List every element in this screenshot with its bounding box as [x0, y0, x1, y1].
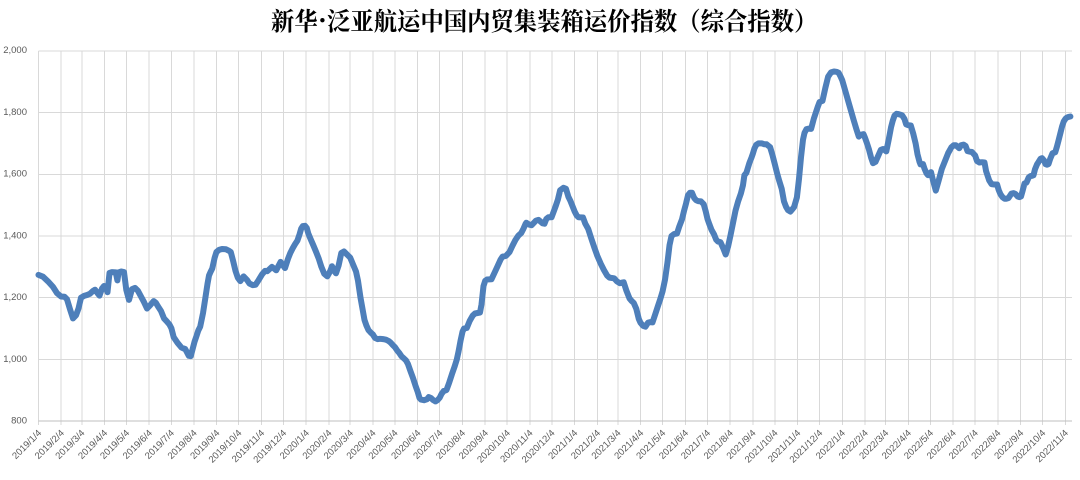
svg-text:1,200: 1,200: [3, 292, 27, 303]
svg-text:1,600: 1,600: [3, 169, 27, 180]
svg-text:1,800: 1,800: [3, 107, 27, 118]
svg-text:2,000: 2,000: [3, 45, 27, 56]
svg-text:1,400: 1,400: [3, 230, 27, 241]
svg-text:800: 800: [11, 416, 27, 427]
svg-text:1,000: 1,000: [3, 354, 27, 365]
